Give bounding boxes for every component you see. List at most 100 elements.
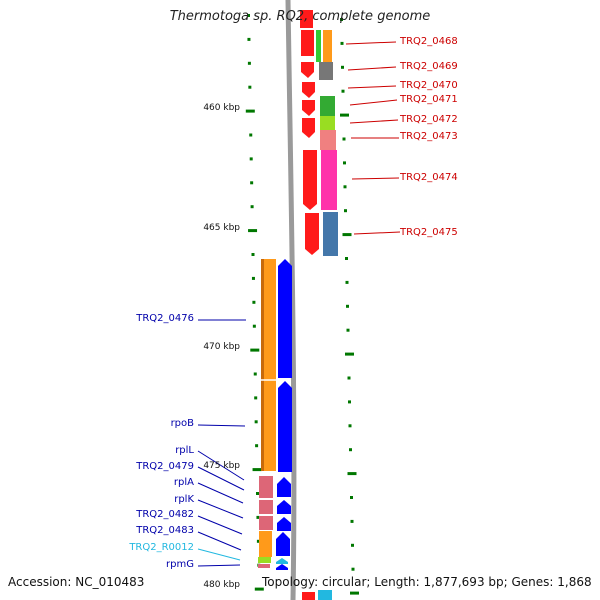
- major-tick-left: [250, 348, 260, 352]
- gene-label-trq2-0476[interactable]: TRQ2_0476: [136, 313, 194, 324]
- scale-ticks-left: [245, 14, 264, 591]
- minor-tick-left: [247, 61, 251, 65]
- major-tick-right: [350, 591, 359, 595]
- minor-tick-right: [345, 257, 348, 260]
- gene-arrow-r0012[interactable]: [276, 558, 288, 564]
- major-tick-right: [342, 233, 352, 237]
- reverse-leaders: [197, 319, 246, 567]
- minor-tick-right: [345, 280, 349, 284]
- gene-label-trq2-0470[interactable]: TRQ2_0470: [400, 80, 458, 91]
- minor-tick-right: [348, 400, 351, 404]
- gene-label-trq2-0474[interactable]: TRQ2_0474: [400, 172, 458, 183]
- minor-tick-right: [347, 376, 351, 380]
- scale-label-460: 460 kbp: [203, 103, 240, 113]
- leader-0482: [197, 515, 243, 535]
- major-tick-left: [252, 468, 262, 472]
- cog-green-0471: [320, 96, 335, 116]
- gene-label-rplk[interactable]: rplK: [174, 494, 194, 505]
- gene-label-trq2-0483[interactable]: TRQ2_0483: [136, 525, 194, 536]
- leader-rplK: [197, 499, 244, 519]
- forward-strand: [300, 10, 338, 600]
- topology-text: Topology: circular; Length: 1,877,693 bp…: [262, 575, 592, 589]
- gene-arrow-0482[interactable]: [277, 517, 291, 531]
- leader-0475: [353, 231, 401, 235]
- gene-arrow-rplA[interactable]: [277, 477, 291, 497]
- minor-tick-left: [253, 372, 257, 376]
- gene-arrow-0470[interactable]: [302, 82, 315, 98]
- gene-label-trq2-0482[interactable]: TRQ2_0482: [136, 509, 194, 520]
- gene-arrow-0471[interactable]: [302, 100, 315, 116]
- gene-label-trq2-r0012[interactable]: TRQ2_R0012: [129, 542, 194, 553]
- leader-rpoB: [197, 424, 246, 427]
- gene-label-trq2-0472[interactable]: TRQ2_0472: [400, 114, 458, 125]
- genome-title: Thermotoga sp. RQ2, complete genome: [169, 9, 431, 24]
- minor-tick-right: [344, 209, 347, 213]
- gene-label-rpll[interactable]: rplL: [175, 445, 194, 456]
- gene-label-rpmg[interactable]: rpmG: [166, 559, 194, 570]
- major-tick-right: [345, 352, 354, 356]
- leader-0479: [197, 466, 245, 491]
- gene-arrow-0474[interactable]: [303, 150, 317, 210]
- gene-red-block-1[interactable]: [301, 30, 314, 56]
- scale-label-470: 470 kbp: [203, 342, 240, 352]
- cog-cyan-bottom: [318, 590, 332, 600]
- major-tick-left: [248, 229, 258, 233]
- minor-tick-left: [250, 181, 254, 185]
- minor-tick-left: [254, 420, 258, 424]
- gene-label-rpla[interactable]: rplA: [173, 477, 194, 488]
- forward-leaders: [345, 41, 401, 235]
- minor-tick-left: [252, 300, 256, 304]
- cog-green-0468: [316, 30, 321, 62]
- gene-arrow-rpmG[interactable]: [276, 564, 288, 570]
- cog-pink-0473: [320, 130, 336, 150]
- backbone-line: [285, 0, 297, 600]
- gene-label-trq2-0471[interactable]: TRQ2_0471: [400, 94, 458, 105]
- minor-tick-left: [249, 157, 253, 161]
- gene-arrow-0469[interactable]: [301, 62, 314, 78]
- gene-label-trq2-0473[interactable]: TRQ2_0473: [400, 131, 458, 142]
- major-tick-right: [340, 113, 349, 117]
- leader-rpmG: [197, 564, 241, 567]
- minor-tick-right: [343, 185, 347, 189]
- gene-label-trq2-0479[interactable]: TRQ2_0479: [136, 461, 194, 472]
- gene-label-trq2-0475[interactable]: TRQ2_0475: [400, 227, 458, 238]
- cog-lime-0472: [320, 116, 335, 130]
- leader-0471: [349, 99, 398, 106]
- minor-tick-right: [340, 18, 343, 21]
- gene-arrow-0475[interactable]: [305, 213, 319, 255]
- leader-0474: [351, 177, 400, 180]
- cog-orange-shade: [261, 259, 264, 471]
- minor-tick-right: [346, 304, 349, 308]
- cog-rosy-rplA: [259, 476, 273, 498]
- leader-rplL: [197, 450, 245, 481]
- minor-tick-right: [341, 89, 345, 93]
- minor-tick-right: [343, 161, 346, 165]
- gene-red-block-0[interactable]: [300, 10, 313, 28]
- gene-arrow-0483[interactable]: [276, 532, 290, 556]
- minor-tick-left: [256, 492, 259, 495]
- major-tick-right: [347, 472, 357, 476]
- cog-orange-0483: [259, 531, 272, 557]
- minor-tick-right: [346, 328, 350, 332]
- gene-arrow-0476[interactable]: [278, 259, 292, 378]
- gene-label-rpob[interactable]: rpoB: [170, 418, 194, 429]
- leader-rplA: [197, 482, 244, 504]
- minor-tick-left: [251, 253, 255, 256]
- gene-arrow-rplK[interactable]: [277, 500, 291, 514]
- minor-tick-right: [348, 424, 352, 428]
- minor-tick-left: [255, 444, 259, 448]
- gene-arrow-0472[interactable]: [302, 118, 315, 138]
- leader-0468: [345, 41, 397, 45]
- gene-label-trq2-0468[interactable]: TRQ2_0468: [400, 36, 458, 47]
- cog-rosy-rplK: [259, 500, 273, 514]
- minor-tick-left: [249, 133, 253, 137]
- leader-0483: [197, 531, 242, 551]
- gene-label-trq2-0469[interactable]: TRQ2_0469: [400, 61, 458, 72]
- leader-0470: [347, 85, 397, 89]
- minor-tick-right: [349, 448, 352, 452]
- scale-label-465: 465 kbp: [203, 223, 240, 233]
- scale-ticks-right: [340, 18, 359, 595]
- minor-tick-left: [256, 539, 260, 543]
- gene-arrow-rpoB[interactable]: [278, 381, 292, 472]
